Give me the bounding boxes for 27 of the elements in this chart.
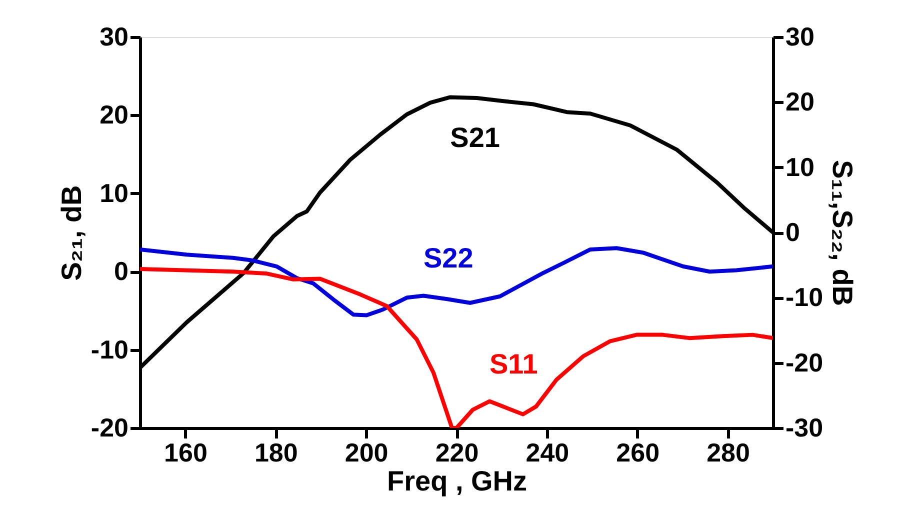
y2-tick-label: 0 xyxy=(786,217,800,247)
y-tick-label: 10 xyxy=(100,178,128,208)
y-tick-label: 30 xyxy=(100,22,128,52)
x-tick-label: 160 xyxy=(164,438,208,468)
y2-tick-label: -20 xyxy=(786,347,824,378)
y-tick-label: -10 xyxy=(90,334,128,364)
annotation: S11 xyxy=(490,348,538,380)
x-tick-label: 240 xyxy=(526,438,570,468)
annotation: S22 xyxy=(423,242,474,274)
y-tick-label: -20 xyxy=(90,412,128,442)
y-axis-title: S₂₁, dB xyxy=(56,185,87,281)
line-series xyxy=(140,246,773,318)
annotation: S21 xyxy=(450,122,500,154)
y2-tick-label: -10 xyxy=(786,282,824,312)
x-tick-label: 280 xyxy=(706,438,750,468)
x-tick-label: 220 xyxy=(435,438,479,468)
x-tick-label: 180 xyxy=(254,438,298,468)
y-tick-label: 20 xyxy=(100,100,128,130)
y2-tick-label: 20 xyxy=(786,86,814,117)
y2-tick-label: -30 xyxy=(786,412,824,442)
y2-axis-title: S₁₁,S₂₂, dB xyxy=(827,160,858,306)
x-axis-title: Freq , GHz xyxy=(386,466,528,496)
x-tick-label: 200 xyxy=(344,438,388,468)
y-tick-label: 0 xyxy=(114,256,128,286)
y2-tick-label: 30 xyxy=(786,22,814,52)
y2-tick-label: 10 xyxy=(786,152,814,182)
x-tick-label: 260 xyxy=(616,438,660,468)
